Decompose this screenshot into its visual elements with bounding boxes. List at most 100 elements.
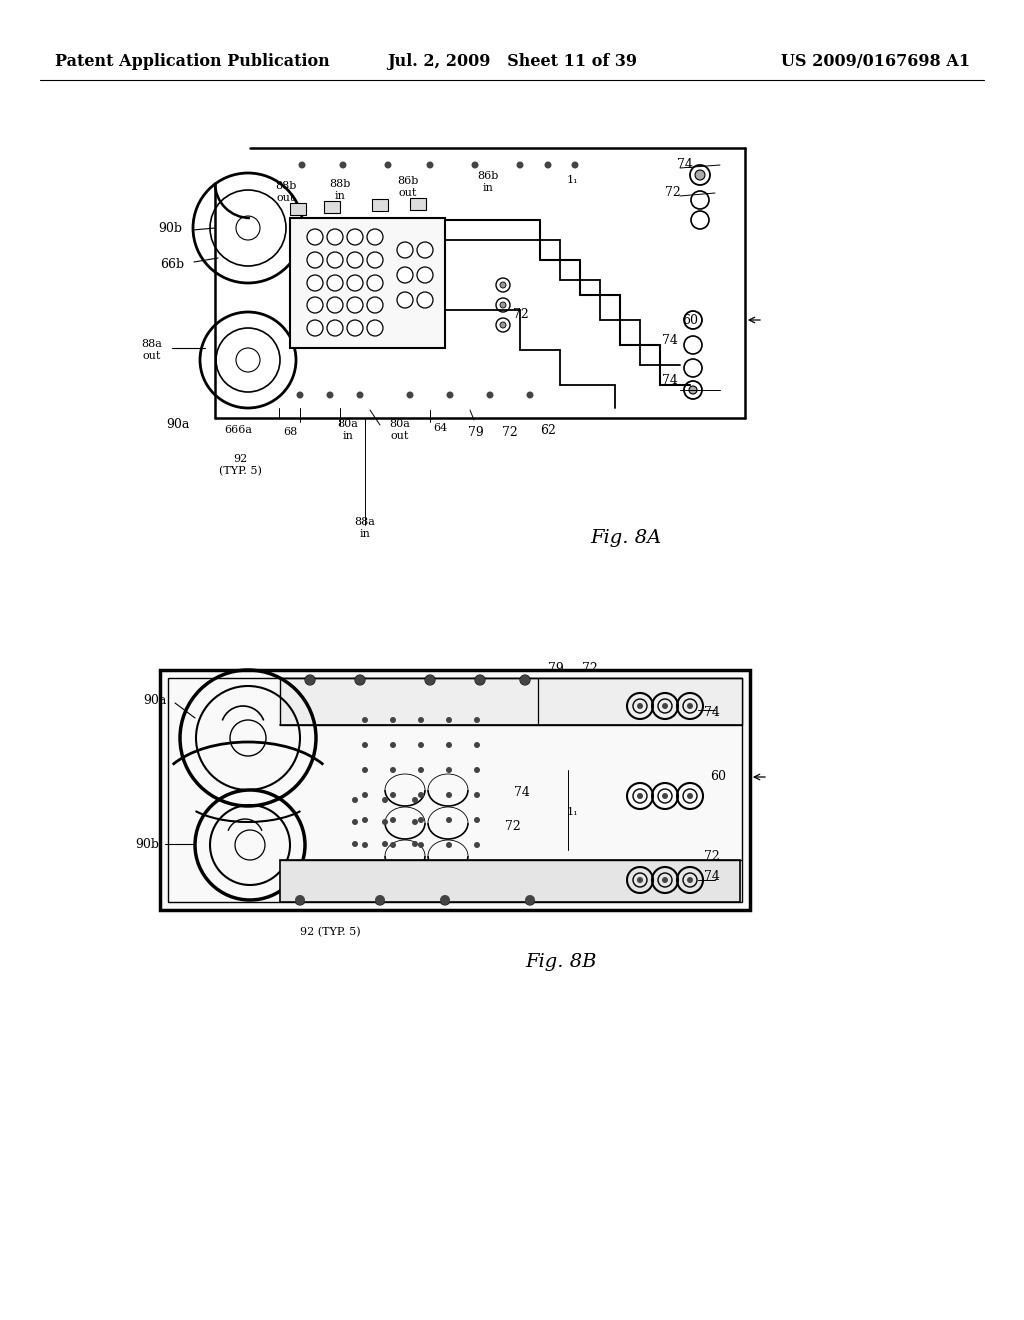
Circle shape [425, 675, 435, 685]
Circle shape [382, 797, 388, 803]
Circle shape [689, 385, 697, 393]
Circle shape [390, 792, 396, 799]
Circle shape [295, 895, 305, 906]
Text: 88a
in: 88a in [354, 517, 376, 539]
Text: 88b
out: 88b out [275, 181, 297, 203]
Text: US 2009/0167698 A1: US 2009/0167698 A1 [781, 54, 970, 70]
Text: Patent Application Publication: Patent Application Publication [55, 54, 330, 70]
Text: 79: 79 [548, 661, 564, 675]
Circle shape [362, 792, 368, 799]
Text: 66b: 66b [160, 259, 184, 272]
Circle shape [446, 742, 452, 748]
Bar [160, 671, 750, 909]
Text: 80a
out: 80a out [389, 420, 411, 441]
Circle shape [516, 161, 523, 169]
Circle shape [327, 392, 334, 399]
Circle shape [307, 319, 323, 337]
Text: 90a: 90a [166, 418, 189, 432]
Circle shape [367, 297, 383, 313]
Circle shape [307, 275, 323, 290]
Circle shape [571, 161, 579, 169]
Text: 72: 72 [666, 186, 681, 199]
Circle shape [347, 319, 362, 337]
Circle shape [307, 228, 323, 246]
Circle shape [299, 161, 305, 169]
Bar [290, 218, 445, 348]
Circle shape [662, 793, 668, 799]
Circle shape [367, 252, 383, 268]
Circle shape [500, 322, 506, 327]
Circle shape [390, 767, 396, 774]
Circle shape [446, 717, 452, 723]
Bar [372, 199, 388, 211]
Circle shape [390, 742, 396, 748]
Circle shape [687, 876, 693, 883]
Text: 74: 74 [705, 705, 720, 718]
Circle shape [418, 792, 424, 799]
Text: 92
(TYP. 5): 92 (TYP. 5) [218, 454, 261, 477]
Circle shape [474, 717, 480, 723]
Text: 64: 64 [433, 422, 447, 433]
Text: 74: 74 [663, 334, 678, 346]
Circle shape [446, 792, 452, 799]
Text: 72: 72 [705, 850, 720, 863]
Circle shape [427, 161, 433, 169]
Text: 79: 79 [468, 425, 484, 438]
Circle shape [412, 818, 418, 825]
Circle shape [356, 392, 364, 399]
Text: 74: 74 [514, 787, 530, 800]
Circle shape [327, 275, 343, 290]
Circle shape [352, 797, 358, 803]
Circle shape [362, 767, 368, 774]
Circle shape [687, 704, 693, 709]
Circle shape [474, 842, 480, 847]
Bar [280, 678, 742, 725]
Text: 68: 68 [283, 426, 297, 437]
Circle shape [418, 717, 424, 723]
Text: 72: 72 [582, 661, 598, 675]
Text: 60: 60 [710, 771, 726, 784]
Circle shape [307, 297, 323, 313]
Circle shape [545, 161, 552, 169]
Text: 90a: 90a [143, 693, 167, 706]
Circle shape [418, 817, 424, 822]
Circle shape [412, 797, 418, 803]
Circle shape [355, 675, 365, 685]
Bar [168, 678, 742, 902]
Circle shape [367, 275, 383, 290]
Bar [324, 201, 340, 213]
Circle shape [500, 282, 506, 288]
Circle shape [352, 818, 358, 825]
Text: 90b: 90b [135, 837, 159, 850]
Circle shape [417, 267, 433, 282]
Circle shape [486, 392, 494, 399]
Text: 1₁: 1₁ [566, 807, 578, 817]
Circle shape [440, 895, 450, 906]
Circle shape [637, 704, 643, 709]
Circle shape [418, 842, 424, 847]
Text: Jul. 2, 2009   Sheet 11 of 39: Jul. 2, 2009 Sheet 11 of 39 [387, 54, 637, 70]
Text: 88a
out: 88a out [141, 339, 163, 360]
Circle shape [695, 170, 705, 180]
Circle shape [474, 742, 480, 748]
Circle shape [474, 792, 480, 799]
Circle shape [446, 767, 452, 774]
Circle shape [637, 876, 643, 883]
Circle shape [397, 267, 413, 282]
Text: 88b
in: 88b in [330, 180, 350, 201]
Circle shape [446, 392, 454, 399]
Circle shape [526, 392, 534, 399]
Text: 74: 74 [663, 374, 678, 387]
Circle shape [520, 675, 530, 685]
Circle shape [327, 228, 343, 246]
Circle shape [305, 675, 315, 685]
Bar [290, 203, 306, 215]
Circle shape [297, 392, 303, 399]
Circle shape [471, 161, 478, 169]
Text: 86b
out: 86b out [397, 176, 419, 198]
Circle shape [446, 817, 452, 822]
Circle shape [340, 161, 346, 169]
Text: 74: 74 [677, 158, 693, 172]
Circle shape [367, 228, 383, 246]
Text: 86b
in: 86b in [477, 172, 499, 193]
